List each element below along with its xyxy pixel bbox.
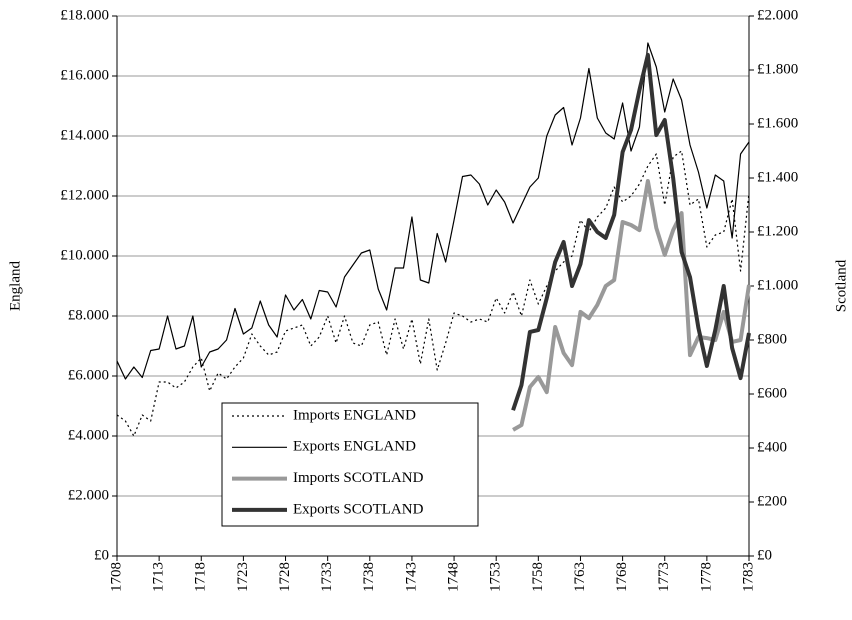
series-line [511, 52, 751, 411]
y2-tick-label: £600 [757, 385, 787, 401]
y-tick-label: £16.000 [60, 67, 109, 83]
x-tick-label: 1718 [193, 562, 209, 592]
y-tick-label: £8.000 [68, 307, 109, 323]
y2-tick-label: £0 [757, 547, 772, 563]
x-tick-label: 1738 [361, 562, 377, 592]
x-tick-label: 1753 [488, 562, 504, 592]
legend-label: Imports ENGLAND [293, 407, 416, 423]
x-tick-label: 1708 [108, 562, 124, 592]
legend-box [221, 402, 479, 527]
x-tick-label: 1768 [614, 562, 630, 592]
y2-tick-label: £1.600 [757, 115, 798, 131]
x-tick-label: 1758 [530, 562, 546, 592]
x-tick-label: 1783 [740, 562, 756, 592]
y2-axis-label: Scotland [833, 259, 849, 312]
y-tick-label: £12.000 [60, 187, 109, 203]
x-tick-label: 1778 [698, 562, 714, 592]
legend-label: Exports SCOTLAND [293, 501, 424, 517]
y2-tick-label: £200 [757, 493, 787, 509]
legend-label: Exports ENGLAND [293, 439, 416, 455]
y2-tick-label: £800 [757, 331, 787, 347]
y-tick-label: £2.000 [68, 487, 109, 503]
x-tick-label: 1748 [446, 562, 462, 592]
x-tick-label: 1723 [235, 562, 251, 592]
series-line [512, 178, 751, 432]
x-tick-label: 1733 [319, 562, 335, 592]
y2-tick-label: £2.000 [757, 7, 798, 23]
y-tick-label: £6.000 [68, 367, 109, 383]
y-tick-label: £0 [94, 547, 109, 563]
x-tick-label: 1763 [572, 562, 588, 592]
y-tick-label: £18.000 [60, 7, 109, 23]
y-tick-label: £4.000 [68, 427, 109, 443]
legend-label: Imports SCOTLAND [293, 470, 424, 486]
y2-tick-label: £1.800 [757, 61, 798, 77]
y-tick-label: £14.000 [60, 127, 109, 143]
x-tick-label: 1728 [277, 562, 293, 592]
y-axis-label: England [7, 261, 23, 311]
series-line [116, 150, 750, 437]
y2-tick-label: £1.200 [757, 223, 798, 239]
x-tick-label: 1743 [403, 562, 419, 592]
x-tick-label: 1713 [151, 562, 167, 592]
x-tick-label: 1773 [656, 562, 672, 592]
y2-tick-label: £1.000 [757, 277, 798, 293]
y2-tick-label: £1.400 [757, 169, 798, 185]
y-tick-label: £10.000 [60, 247, 109, 263]
series-line [116, 42, 750, 380]
y2-tick-label: £400 [757, 439, 787, 455]
